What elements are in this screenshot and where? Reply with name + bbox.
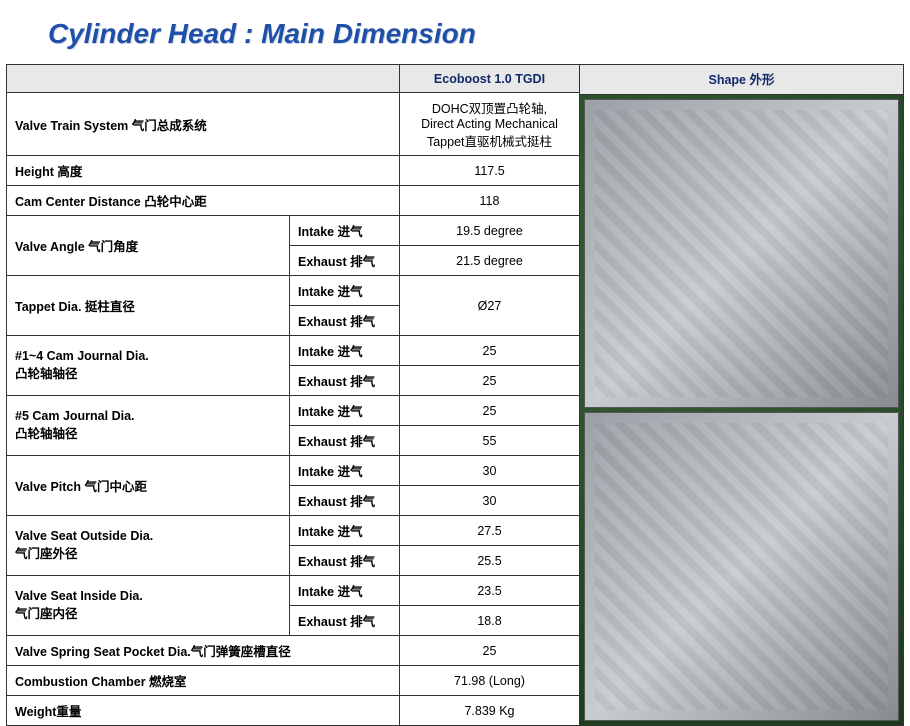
val-cj14-intake: 25 <box>400 336 580 366</box>
val-cj14-exhaust: 25 <box>400 366 580 396</box>
val-tappet: Ø27 <box>400 276 580 336</box>
sub-exhaust: Exhaust 排气 <box>290 486 400 516</box>
sub-intake: Intake 进气 <box>290 216 400 246</box>
label-weight: Weight重量 <box>7 696 400 726</box>
label-cj5: #5 Cam Journal Dia. 凸轮轴轴径 <box>7 396 290 456</box>
row-seatin-intake: Valve Seat Inside Dia. 气门座内径 Intake 进气 2… <box>7 576 580 606</box>
sub-exhaust: Exhaust 排气 <box>290 306 400 336</box>
label-pitch: Valve Pitch 气门中心距 <box>7 456 290 516</box>
row-pitch-intake: Valve Pitch 气门中心距 Intake 进气 30 <box>7 456 580 486</box>
header-blank <box>7 65 400 93</box>
val-cam-center: 118 <box>400 186 580 216</box>
cylinder-head-side-image <box>584 99 899 408</box>
sub-intake: Intake 进气 <box>290 456 400 486</box>
label-seatin: Valve Seat Inside Dia. 气门座内径 <box>7 576 290 636</box>
row-valve-angle-intake: Valve Angle 气门角度 Intake 进气 19.5 degree <box>7 216 580 246</box>
row-tappet-intake: Tappet Dia. 挺柱直径 Intake 进气 Ø27 <box>7 276 580 306</box>
val-cj5-exhaust: 55 <box>400 426 580 456</box>
val-seatin-exhaust: 18.8 <box>400 606 580 636</box>
label-valve-angle: Valve Angle 气门角度 <box>7 216 290 276</box>
spec-table: Ecoboost 1.0 TGDI Valve Train System 气门总… <box>6 64 580 726</box>
header-spec: Ecoboost 1.0 TGDI <box>400 65 580 93</box>
row-valve-train: Valve Train System 气门总成系统 DOHC双顶置凸轮轴, Di… <box>7 93 580 156</box>
sub-intake: Intake 进气 <box>290 276 400 306</box>
val-pitch-exhaust: 30 <box>400 486 580 516</box>
sub-exhaust: Exhaust 排气 <box>290 366 400 396</box>
label-height: Height 高度 <box>7 156 400 186</box>
header-row: Ecoboost 1.0 TGDI <box>7 65 580 93</box>
val-cj5-intake: 25 <box>400 396 580 426</box>
val-spring-seat: 25 <box>400 636 580 666</box>
val-height: 117.5 <box>400 156 580 186</box>
row-cj5-intake: #5 Cam Journal Dia. 凸轮轴轴径 Intake 进气 25 <box>7 396 580 426</box>
sub-exhaust: Exhaust 排气 <box>290 246 400 276</box>
val-pitch-intake: 30 <box>400 456 580 486</box>
label-valve-train: Valve Train System 气门总成系统 <box>7 93 400 156</box>
row-weight: Weight重量 7.839 Kg <box>7 696 580 726</box>
val-seatin-intake: 23.5 <box>400 576 580 606</box>
row-combustion: Combustion Chamber 燃烧室 71.98 (Long) <box>7 666 580 696</box>
cylinder-head-top-image <box>584 412 899 721</box>
shape-column: Shape 外形 <box>580 64 904 726</box>
header-shape: Shape 外形 <box>580 65 903 95</box>
val-valve-train: DOHC双顶置凸轮轴, Direct Acting Mechanical Tap… <box>400 93 580 156</box>
sub-exhaust: Exhaust 排气 <box>290 426 400 456</box>
label-spring-seat: Valve Spring Seat Pocket Dia.气门弹簧座槽直径 <box>7 636 400 666</box>
val-seatout-intake: 27.5 <box>400 516 580 546</box>
val-valve-angle-intake: 19.5 degree <box>400 216 580 246</box>
val-seatout-exhaust: 25.5 <box>400 546 580 576</box>
label-cj14: #1~4 Cam Journal Dia. 凸轮轴轴径 <box>7 336 290 396</box>
val-valve-angle-exhaust: 21.5 degree <box>400 246 580 276</box>
sub-intake: Intake 进气 <box>290 396 400 426</box>
val-weight: 7.839 Kg <box>400 696 580 726</box>
shape-images <box>580 95 903 725</box>
row-spring-seat: Valve Spring Seat Pocket Dia.气门弹簧座槽直径 25 <box>7 636 580 666</box>
row-seatout-intake: Valve Seat Outside Dia. 气门座外径 Intake 进气 … <box>7 516 580 546</box>
val-combustion: 71.98 (Long) <box>400 666 580 696</box>
label-combustion: Combustion Chamber 燃烧室 <box>7 666 400 696</box>
label-seatout: Valve Seat Outside Dia. 气门座外径 <box>7 516 290 576</box>
sub-intake: Intake 进气 <box>290 336 400 366</box>
sub-exhaust: Exhaust 排气 <box>290 606 400 636</box>
row-height: Height 高度 117.5 <box>7 156 580 186</box>
content-area: Ecoboost 1.0 TGDI Valve Train System 气门总… <box>0 64 910 726</box>
row-cj14-intake: #1~4 Cam Journal Dia. 凸轮轴轴径 Intake 进气 25 <box>7 336 580 366</box>
page-title: Cylinder Head : Main Dimension <box>0 0 910 64</box>
label-cam-center: Cam Center Distance 凸轮中心距 <box>7 186 400 216</box>
sub-intake: Intake 进气 <box>290 576 400 606</box>
label-tappet: Tappet Dia. 挺柱直径 <box>7 276 290 336</box>
sub-intake: Intake 进气 <box>290 516 400 546</box>
sub-exhaust: Exhaust 排气 <box>290 546 400 576</box>
spec-table-wrap: Ecoboost 1.0 TGDI Valve Train System 气门总… <box>6 64 580 726</box>
row-cam-center: Cam Center Distance 凸轮中心距 118 <box>7 186 580 216</box>
